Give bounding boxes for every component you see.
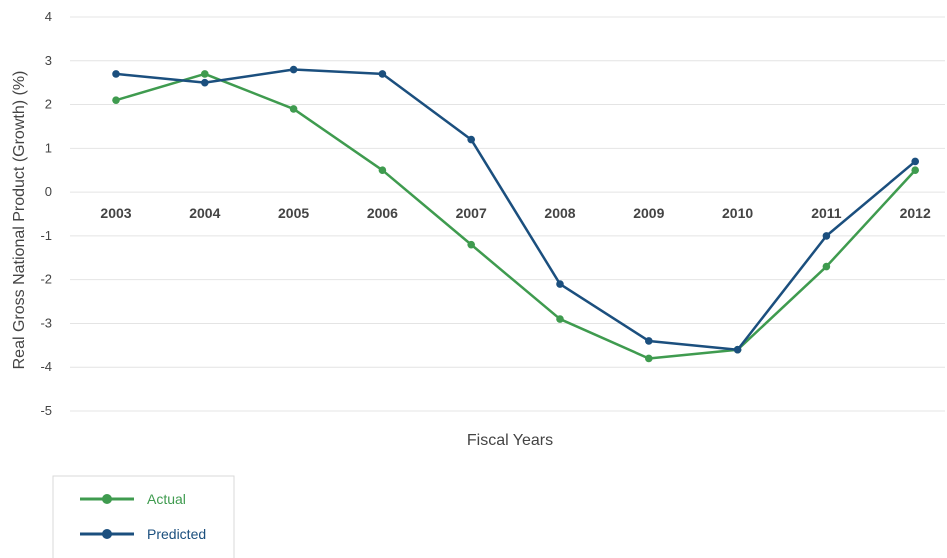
y-tick-label: -1 xyxy=(40,228,52,243)
x-axis-ticks: 2003 2004 2005 2006 2007 2008 2009 2010 2011 2012 xyxy=(100,205,931,221)
x-tick-label: 2006 xyxy=(367,205,398,221)
y-tick-label: -3 xyxy=(40,315,52,330)
series-predicted xyxy=(112,65,919,354)
data-point-actual[interactable] xyxy=(911,166,919,175)
data-point-actual[interactable] xyxy=(289,105,298,113)
x-tick-label: 2007 xyxy=(456,205,487,221)
y-tick-label: -5 xyxy=(40,403,52,418)
y-tick-label: 0 xyxy=(45,184,52,199)
y-tick-label: 2 xyxy=(45,97,52,112)
x-tick-label: 2008 xyxy=(544,205,575,221)
data-point-predicted[interactable] xyxy=(378,70,387,78)
series-line-predicted xyxy=(114,68,917,351)
data-point-actual[interactable] xyxy=(556,315,564,323)
data-point-actual[interactable] xyxy=(645,354,653,363)
y-tick-label: 4 xyxy=(45,9,52,24)
data-point-predicted[interactable] xyxy=(289,65,298,74)
x-tick-label: 2012 xyxy=(900,205,931,221)
data-point-predicted[interactable] xyxy=(467,135,476,144)
legend-item-actual[interactable]: Actual xyxy=(80,491,186,507)
legend-label: Actual xyxy=(147,491,186,507)
data-point-predicted[interactable] xyxy=(201,78,209,87)
y-tick-label: 3 xyxy=(45,53,52,68)
data-point-actual[interactable] xyxy=(378,166,387,175)
grid-lines xyxy=(70,16,945,412)
data-point-actual[interactable] xyxy=(467,240,476,249)
x-tick-label: 2005 xyxy=(278,205,309,221)
legend-item-predicted[interactable]: Predicted xyxy=(80,526,206,542)
data-point-predicted[interactable] xyxy=(112,70,120,78)
legend-swatch-marker xyxy=(102,494,112,504)
series-line-actual xyxy=(114,72,917,360)
x-axis-title: Fiscal Years xyxy=(467,432,553,449)
data-point-predicted[interactable] xyxy=(645,337,653,345)
legend-items: Actual Predicted xyxy=(80,491,206,542)
y-tick-label: -4 xyxy=(40,359,52,374)
legend-swatch-marker xyxy=(102,529,112,539)
series-actual xyxy=(112,70,919,363)
legend-box xyxy=(52,475,235,558)
x-tick-label: 2010 xyxy=(722,205,753,221)
legend-label: Predicted xyxy=(147,526,206,542)
data-point-actual[interactable] xyxy=(201,70,209,78)
y-tick-label: -2 xyxy=(40,272,52,287)
series-group xyxy=(112,65,919,363)
y-axis-ticks: 4 3 2 1 0 -1 -2 -3 -4 -5 xyxy=(40,9,52,418)
data-point-actual[interactable] xyxy=(112,96,120,104)
data-point-predicted[interactable] xyxy=(911,157,919,166)
data-point-predicted[interactable] xyxy=(822,232,831,240)
legend: Actual Predicted xyxy=(52,475,235,558)
x-tick-label: 2004 xyxy=(189,205,220,221)
y-tick-label: 1 xyxy=(45,140,52,155)
x-tick-label: 2011 xyxy=(811,205,842,221)
x-tick-label: 2003 xyxy=(100,205,131,221)
data-point-actual[interactable] xyxy=(822,262,831,271)
y-axis-title: Real Gross National Product (Growth) (%) xyxy=(11,71,28,370)
x-tick-label: 2009 xyxy=(633,205,664,221)
data-point-predicted[interactable] xyxy=(556,280,564,288)
data-point-predicted[interactable] xyxy=(733,345,742,354)
